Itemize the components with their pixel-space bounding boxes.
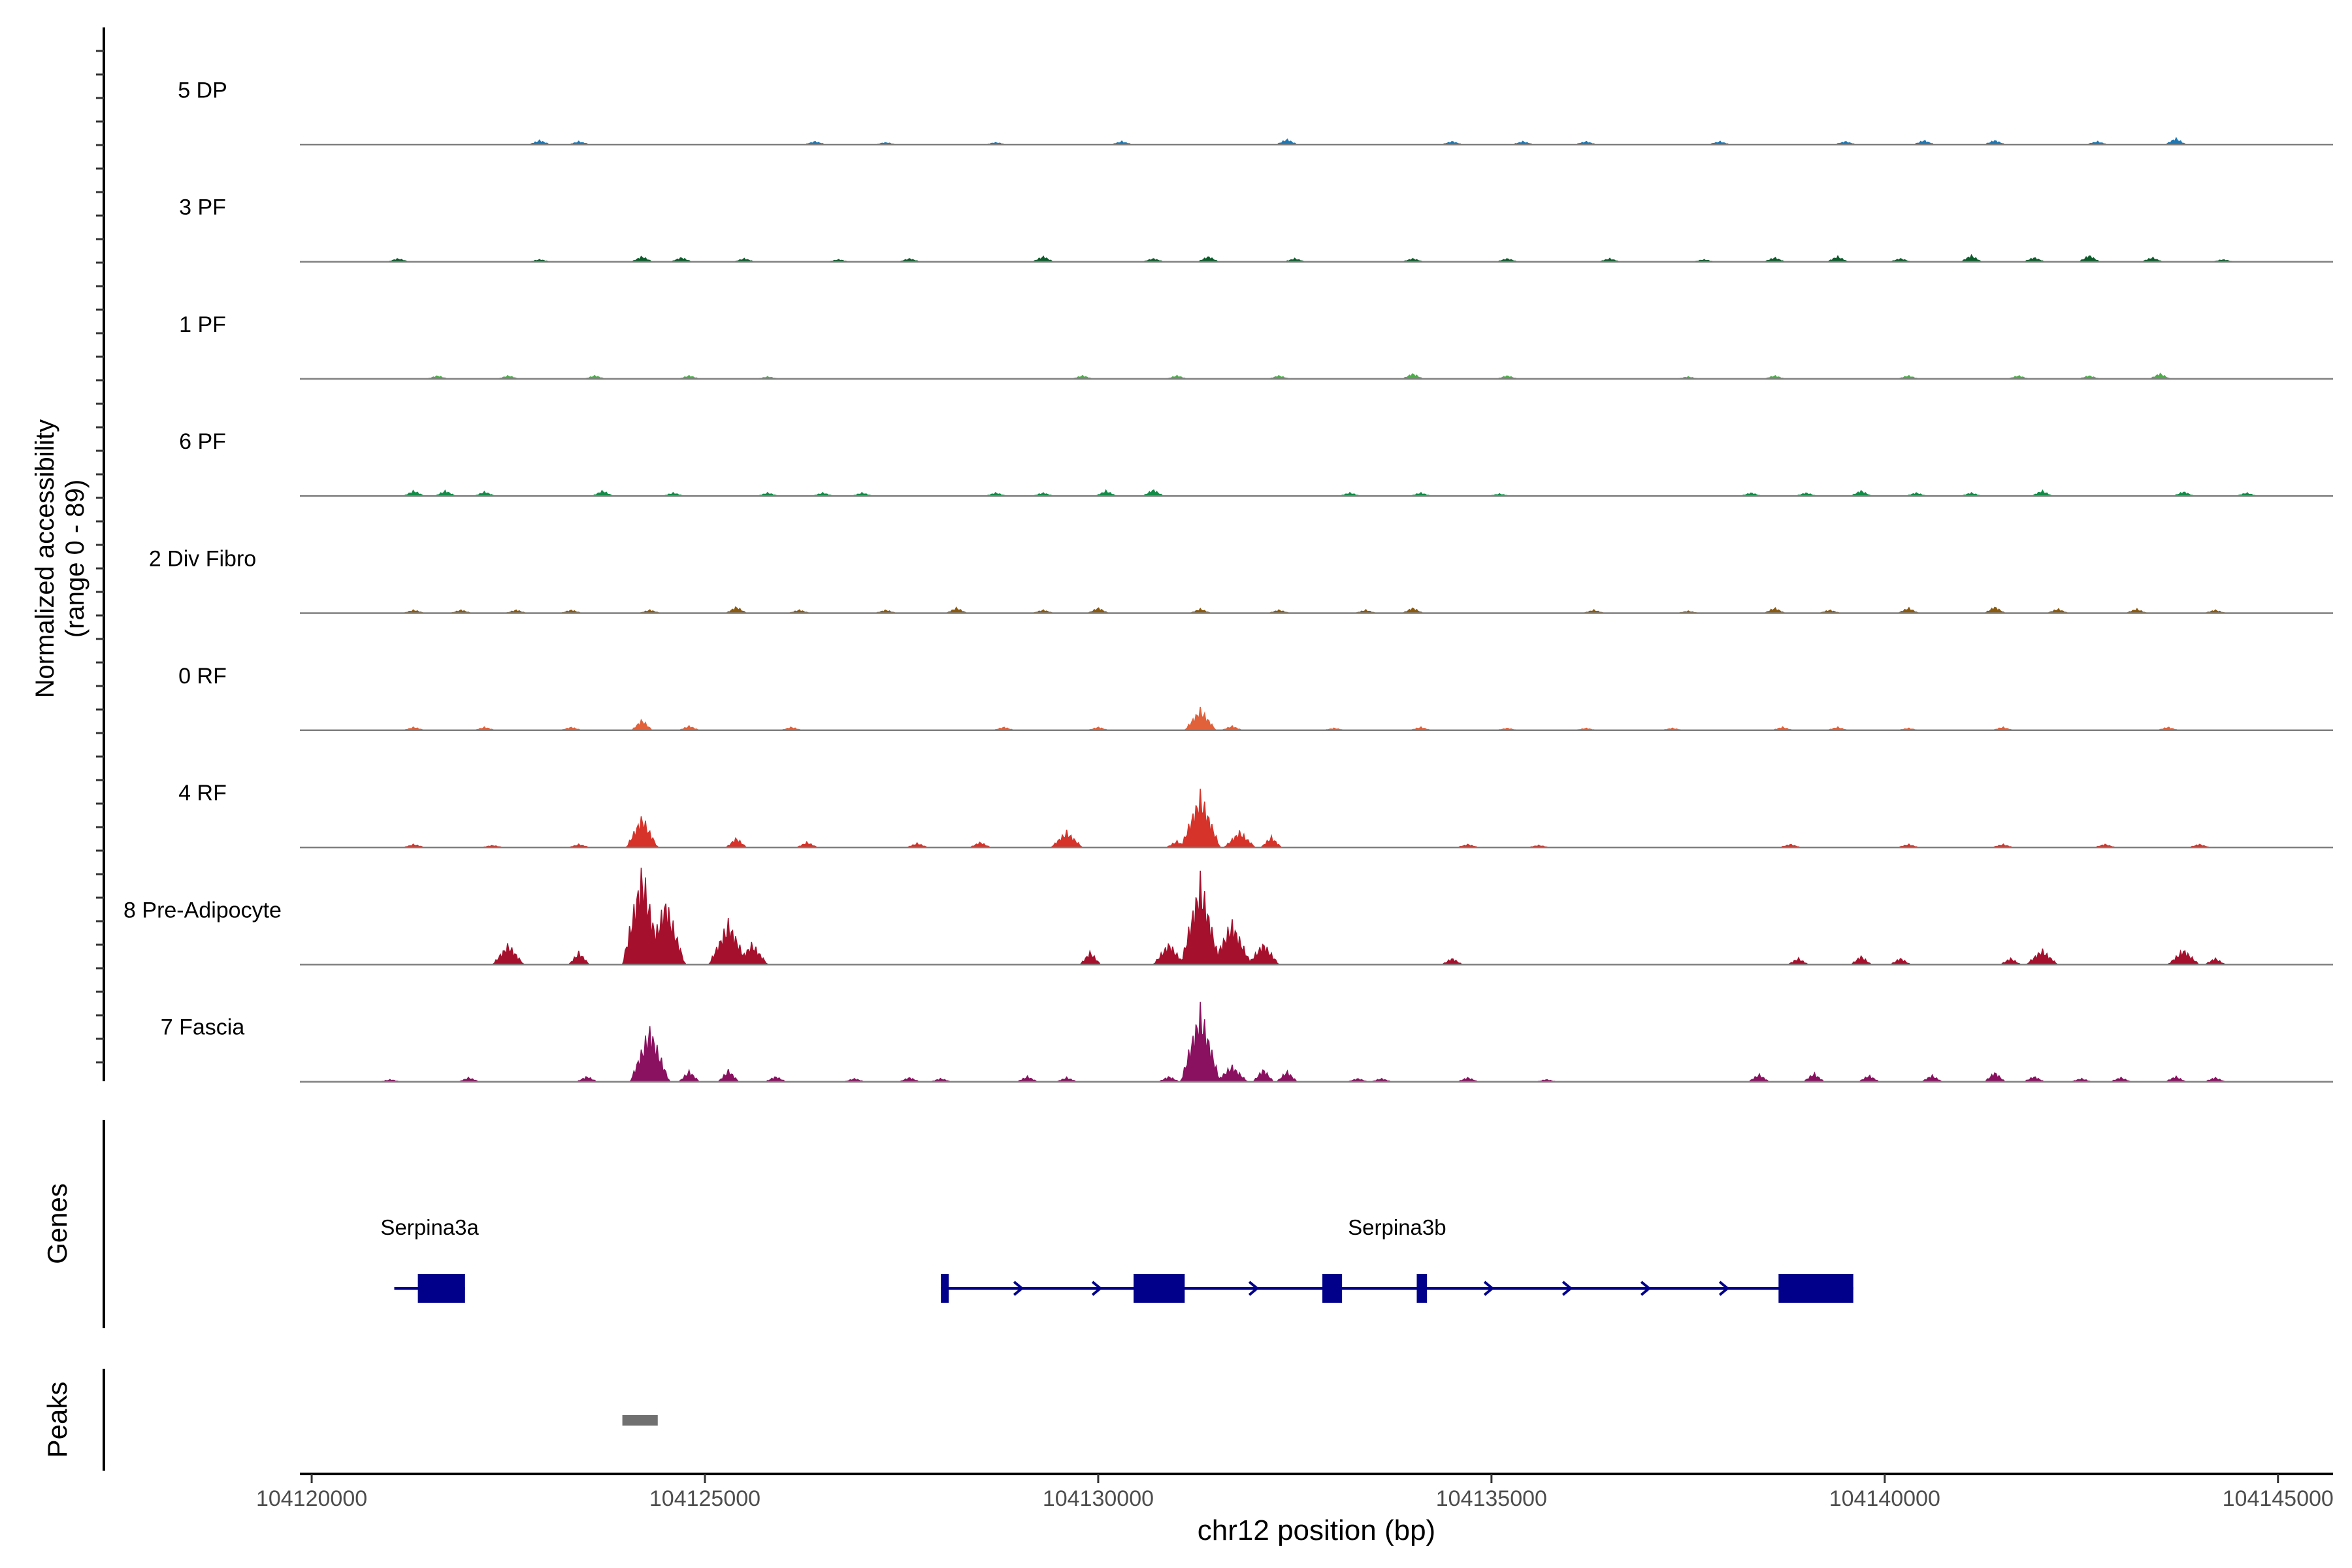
gene-serpina3a: Serpina3a <box>380 1215 480 1303</box>
track-4-rf: 4 RF <box>178 781 2333 849</box>
gene-track: Serpina3a Serpina3b <box>380 1215 1854 1303</box>
peaks-label: Peaks <box>42 1382 73 1458</box>
track-2-div-fibro: 2 Div Fibro <box>149 547 2333 614</box>
track-label: 2 Div Fibro <box>149 547 256 572</box>
x-tick-label: 104140000 <box>1829 1486 1940 1511</box>
track-8-pre-adipocyte: 8 Pre-Adipocyte <box>123 868 2333 966</box>
strand-arrow <box>1248 1281 1260 1296</box>
track-1-pf: 1 PF <box>179 312 2333 380</box>
track-label: 5 DP <box>178 78 227 103</box>
track-label: 4 RF <box>178 781 227 806</box>
genes-label: Genes <box>42 1183 73 1264</box>
track-6-pf: 6 PF <box>179 429 2333 497</box>
track-label: 7 Fascia <box>161 1015 245 1040</box>
track-5-dp: 5 DP <box>178 78 2333 146</box>
exon <box>941 1274 949 1303</box>
exon <box>1778 1274 1854 1303</box>
gene-label: Serpina3b <box>1348 1215 1446 1239</box>
gene-label: Serpina3a <box>380 1215 479 1239</box>
x-tick-label: 104130000 <box>1043 1486 1154 1511</box>
y-axis-label-line1: Normalized accessibility <box>31 419 59 698</box>
track-label: 3 PF <box>179 195 226 220</box>
x-axis-ticks: 104120000 104125000 104130000 104135000 1041… <box>256 1474 2334 1511</box>
coverage-tracks: 5 DP 3 PF 1 PF 6 PF 2 Div Fibro 0 RF 4 RF 8 Pre… <box>123 78 2333 1083</box>
strand-arrow <box>1013 1281 1024 1296</box>
track-label: 1 PF <box>179 312 226 337</box>
track-3-pf: 3 PF <box>179 195 2333 263</box>
track-label: 0 RF <box>178 664 227 689</box>
y-axis-label-line2: (range 0 - 89) <box>61 480 90 638</box>
gene-serpina3b: Serpina3b <box>941 1215 1854 1303</box>
track-label: 6 PF <box>179 429 226 454</box>
track-label: 8 Pre-Adipocyte <box>123 898 282 923</box>
x-tick-label: 104135000 <box>1436 1486 1547 1511</box>
strand-arrow <box>1483 1281 1495 1296</box>
x-axis-label: chr12 position (bp) <box>1198 1514 1435 1546</box>
track-7-fascia: 7 Fascia <box>161 1002 2333 1083</box>
strand-arrow <box>1718 1281 1730 1296</box>
strand-arrow <box>1640 1281 1652 1296</box>
peak-region <box>622 1415 658 1426</box>
x-tick-label: 104125000 <box>649 1486 760 1511</box>
strand-arrow <box>1091 1281 1103 1296</box>
exon <box>1322 1274 1343 1303</box>
x-tick-label: 104120000 <box>256 1486 367 1511</box>
coverage-y-ticks <box>96 50 104 1064</box>
exon <box>1134 1274 1185 1303</box>
peak-region-track <box>622 1415 658 1426</box>
exon <box>1416 1274 1428 1303</box>
track-0-rf: 0 RF <box>178 664 2333 732</box>
strand-arrow <box>1561 1281 1573 1296</box>
exon <box>417 1274 465 1303</box>
x-tick-label: 104145000 <box>2223 1486 2334 1511</box>
